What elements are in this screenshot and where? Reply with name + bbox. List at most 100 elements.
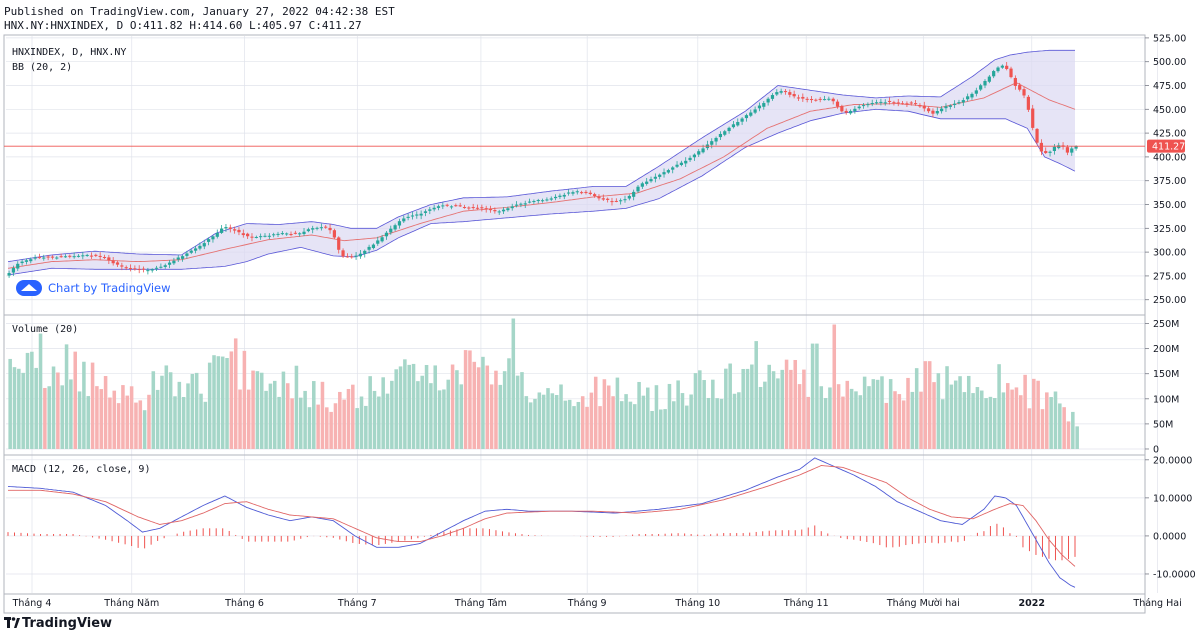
volume-bar: [988, 396, 993, 449]
volume-bar: [325, 407, 329, 449]
candle-body: [883, 102, 887, 104]
candle-body: [302, 231, 306, 234]
volume-legend[interactable]: Volume (20): [12, 324, 78, 335]
volume-bar: [858, 395, 863, 449]
candle-body: [553, 196, 558, 199]
candle-body: [63, 256, 68, 258]
volume-bar: [572, 406, 576, 449]
axis-tick-label: 400.00: [1153, 152, 1186, 163]
volume-bar: [645, 387, 650, 449]
time-tick-label: Tháng Mười hai: [886, 598, 960, 609]
candle-body: [588, 192, 592, 195]
volume-bar: [168, 372, 173, 449]
candle-body: [341, 250, 345, 257]
volume-bar: [338, 391, 342, 449]
volume-bar: [598, 406, 602, 449]
volume-bar: [715, 398, 719, 449]
volume-bar: [1040, 409, 1045, 449]
volume-bar: [698, 370, 702, 449]
volume-bar: [711, 379, 715, 449]
candle-body: [1031, 108, 1035, 128]
volume-bar: [147, 394, 151, 449]
volume-bar: [320, 381, 325, 449]
volume-bar: [589, 392, 594, 449]
volume-bar: [294, 365, 299, 449]
candle-body: [280, 233, 284, 235]
volume-bar: [95, 386, 99, 449]
candle-body: [927, 108, 931, 112]
candle-body: [870, 103, 874, 105]
price-axis[interactable]: 525.00 500.00 475.00 450.00 425.00 400.00 375.…: [1145, 33, 1196, 580]
volume-bar: [56, 372, 60, 449]
time-tick-label: Tháng Năm: [103, 598, 159, 609]
candle-body: [68, 255, 72, 257]
candle-body: [480, 207, 484, 209]
volume-bar: [398, 366, 403, 449]
volume-bar: [632, 404, 637, 449]
volume-bar: [654, 385, 659, 449]
candle-body: [831, 98, 835, 102]
macd-legend[interactable]: MACD (12, 26, close, 9): [12, 464, 150, 475]
volume-bar: [871, 379, 876, 449]
axis-tick-label: 275.00: [1153, 271, 1186, 282]
volume-bar: [619, 401, 624, 449]
bb-legend[interactable]: BB (20, 2): [12, 62, 72, 73]
candle-body: [1026, 96, 1030, 110]
candle-body: [46, 256, 50, 258]
candle-body: [922, 105, 926, 109]
candle-body: [202, 243, 206, 247]
volume-bar: [38, 333, 43, 449]
axis-tick-label: 100M: [1153, 394, 1179, 405]
macd-lines: [7, 457, 1076, 588]
candle-body: [909, 102, 913, 104]
candle-body: [72, 256, 76, 258]
volume-bar: [958, 376, 962, 449]
candle-body: [770, 95, 775, 99]
volume-bar: [47, 386, 51, 449]
last-price-badge: [1147, 139, 1185, 153]
time-tick-label: Tháng 11: [783, 598, 829, 609]
volume-bar: [845, 380, 850, 449]
volume-bar: [12, 367, 17, 449]
candle-body: [996, 67, 1000, 72]
volume-bar: [602, 379, 607, 449]
volume-bar: [151, 371, 156, 449]
candle-body: [749, 112, 753, 116]
candle-body: [914, 103, 918, 105]
candle-body: [692, 154, 696, 158]
axis-tick-label: 325.00: [1153, 224, 1186, 235]
candle-body: [163, 265, 167, 267]
volume-bar: [767, 364, 771, 449]
volume-bar: [190, 373, 195, 449]
volume-bar: [936, 373, 941, 449]
candle-body: [337, 237, 341, 250]
candle-body: [137, 268, 141, 270]
volume-bar: [173, 396, 177, 449]
candle-body: [788, 92, 792, 95]
volume-bar: [455, 370, 459, 449]
volume-bar: [429, 383, 433, 449]
volume-bar: [1001, 392, 1006, 449]
volume-bar: [867, 386, 871, 449]
time-axis[interactable]: Tháng 4 Tháng Năm Tháng 6 Tháng 7 Tháng Tám T…: [12, 598, 1182, 609]
candle-body: [966, 96, 970, 100]
time-tick-label: 2022: [1019, 598, 1045, 609]
candle-body: [896, 102, 900, 104]
candle-body: [727, 127, 731, 132]
last-price-marker: 411.27: [4, 139, 1185, 153]
symbol-legend[interactable]: HNXINDEX, D, HNX.NY: [12, 47, 126, 58]
volume-bar: [142, 410, 147, 449]
candle-body: [24, 260, 29, 262]
volume-bar: [121, 385, 125, 449]
candle-body: [120, 265, 124, 267]
volume-bar: [789, 369, 793, 449]
candle-body: [141, 268, 146, 270]
candle-body: [436, 206, 441, 208]
candle-body: [358, 253, 363, 257]
volume-bar: [745, 368, 750, 449]
volume-bar: [502, 371, 507, 449]
candle-body: [423, 211, 428, 213]
volume-bar: [259, 372, 264, 449]
candle-body: [159, 266, 163, 268]
